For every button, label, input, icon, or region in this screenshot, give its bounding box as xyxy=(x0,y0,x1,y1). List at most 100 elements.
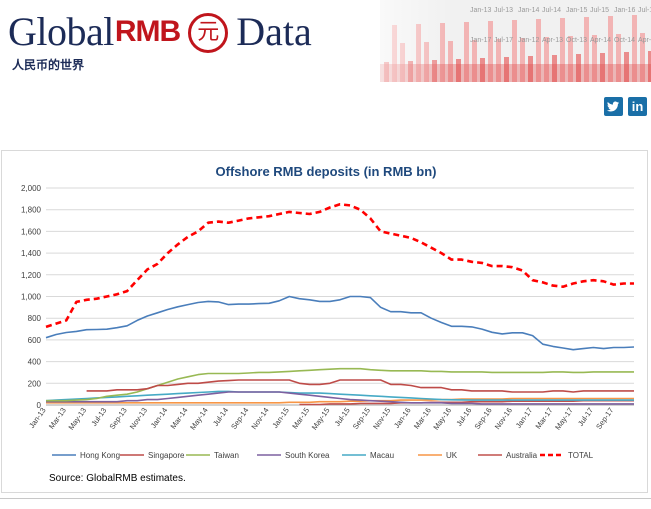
banner-fade xyxy=(330,0,450,82)
legend-label: Singapore xyxy=(148,451,185,460)
linkedin-share-button[interactable]: in xyxy=(628,97,647,116)
banner-label: Jan-13 xyxy=(470,7,492,14)
y-tick-label: 1,400 xyxy=(21,249,42,258)
series-line-hong-kong xyxy=(45,295,635,351)
logo-text-data: Data xyxy=(236,9,312,54)
x-tick-label: Jan-14 xyxy=(149,406,170,430)
x-tick-label: May-15 xyxy=(310,406,332,432)
banner-bar xyxy=(592,35,597,82)
x-tick-label: Sep-15 xyxy=(351,406,372,431)
legend-label: TOTAL xyxy=(568,451,594,460)
brand-logo[interactable]: Global RMB 元 Data xyxy=(8,6,312,54)
banner-bar xyxy=(472,40,477,82)
banner-label: Apr-13 xyxy=(542,37,563,44)
banner-label: Oct-13 xyxy=(566,37,587,44)
banner-label: Jan-16 xyxy=(614,7,636,14)
banner-bar xyxy=(600,53,605,82)
y-axis-ticks: 0 200 400 600 800 1,000 1,200 1,400 1,600 1,800 2,… xyxy=(21,184,42,410)
twitter-share-button[interactable] xyxy=(604,97,623,116)
x-tick-label: Nov-13 xyxy=(128,406,149,431)
banner-bar xyxy=(488,21,493,82)
deposits-line-chart: Offshore RMB deposits (in RMB bn) 0 200 40… xyxy=(21,164,635,484)
x-tick-label: Jul-13 xyxy=(89,406,108,428)
banner-bar xyxy=(528,56,533,82)
x-tick-label: Nov-14 xyxy=(249,406,270,431)
chart-title: Offshore RMB deposits (in RMB bn) xyxy=(216,164,437,179)
brand-tagline: 人民币的世界 xyxy=(12,58,85,72)
legend-label: Taiwan xyxy=(214,451,239,460)
series-line-total xyxy=(45,203,634,329)
x-tick-label: Jan-13 xyxy=(27,406,48,430)
x-tick-label: Mar-15 xyxy=(290,406,311,431)
series-line-south-korea xyxy=(46,391,634,405)
x-tick-label: Sep-13 xyxy=(107,406,128,431)
banner-bar xyxy=(616,34,621,82)
series-line-australia xyxy=(299,399,634,406)
x-tick-label: May-16 xyxy=(431,406,453,432)
banner-bar xyxy=(512,20,517,82)
banner-label: Jan-15 xyxy=(566,7,588,14)
x-tick-label: Nov-15 xyxy=(371,406,392,431)
banner-bar xyxy=(624,52,629,82)
banner-label: Jul-17 xyxy=(494,37,513,44)
banner-bar xyxy=(552,55,557,82)
banner-bar xyxy=(544,37,549,82)
series-line-uk xyxy=(46,397,634,404)
x-tick-label: Mar-14 xyxy=(169,406,190,431)
banner-bar xyxy=(608,16,613,82)
series-lines xyxy=(45,203,635,406)
legend-label: Macau xyxy=(370,451,394,460)
x-tick-label: Nov-16 xyxy=(493,406,514,431)
legend-label: UK xyxy=(446,451,458,460)
banner-bar xyxy=(456,59,461,82)
series-line-macau xyxy=(45,390,634,402)
x-tick-label: Jan-17 xyxy=(514,406,535,430)
x-tick-label: Mar-16 xyxy=(412,406,433,431)
x-tick-label: Jan-15 xyxy=(270,406,291,430)
y-tick-label: 800 xyxy=(28,314,42,323)
x-tick-label: Sep-17 xyxy=(594,406,615,431)
legend-label: Australia xyxy=(506,451,538,460)
logo-text-rmb: RMB xyxy=(114,15,181,48)
banner-bar xyxy=(480,58,485,82)
banner-label: Jan-14 xyxy=(518,7,540,14)
header-banner: Jan-13 Jul-13 Jan-14 Jul-14 Jan-15 Jul-15 Jan-… xyxy=(0,0,651,82)
banner-bar xyxy=(648,51,651,82)
banner-bar xyxy=(504,57,509,82)
banner-label: Jul-14 xyxy=(542,7,561,14)
banner-bar xyxy=(576,54,581,82)
banner-bar xyxy=(568,36,573,82)
x-tick-label: Sep-14 xyxy=(229,406,250,431)
y-tick-label: 2,000 xyxy=(21,184,42,193)
banner-bar xyxy=(584,17,589,82)
banner-label: Apr-15 xyxy=(638,37,651,44)
x-tick-label: Sep-16 xyxy=(472,406,493,431)
x-tick-label: Mar-17 xyxy=(534,406,555,431)
source-note: Source: GlobalRMB estimates. xyxy=(49,473,186,484)
page-divider xyxy=(0,498,651,499)
banner-bar xyxy=(560,18,565,82)
banner-label: Apr-14 xyxy=(590,37,611,44)
y-tick-label: 1,200 xyxy=(21,271,42,280)
banner-bar xyxy=(464,22,469,82)
legend-label: Hong Kong xyxy=(80,451,120,460)
banner-label: Oct-14 xyxy=(614,37,635,44)
banner-label: Jan-17 xyxy=(470,37,492,44)
yuan-symbol-icon: 元 xyxy=(188,13,229,53)
x-tick-label: Jul-16 xyxy=(454,406,473,428)
x-tick-label: May-13 xyxy=(66,406,88,432)
banner-bar xyxy=(448,41,453,82)
banner-label: Jul-13 xyxy=(494,7,513,14)
banner-label: Jul-15 xyxy=(590,7,609,14)
banner-label: Jul-16 xyxy=(638,7,651,14)
y-tick-label: 400 xyxy=(28,358,42,367)
legend-label: South Korea xyxy=(285,451,330,460)
y-tick-label: 1,600 xyxy=(21,227,42,236)
banner-bar xyxy=(632,15,637,82)
chart-legend: Hong Kong Singapore Taiwan South Korea Macau… xyxy=(52,451,594,460)
banner-label: Jan-12 xyxy=(518,37,540,44)
x-tick-label: Jul-15 xyxy=(333,406,352,428)
x-tick-label: Mar-13 xyxy=(47,406,68,431)
x-tick-label: Jan-16 xyxy=(392,406,413,430)
